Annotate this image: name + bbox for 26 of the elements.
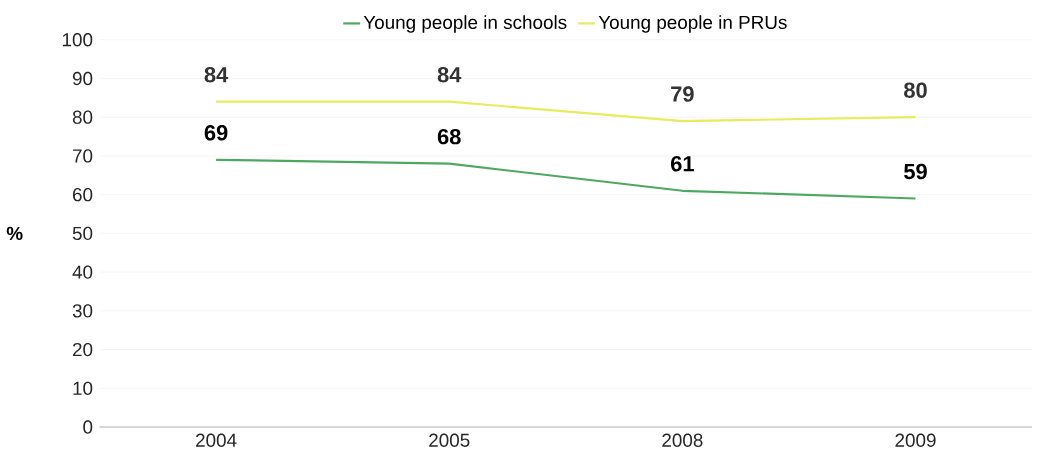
data-label: 84: [437, 67, 462, 83]
y-tick-label: 100: [62, 33, 93, 47]
data-label: 79: [671, 86, 694, 102]
data-label: 59: [904, 163, 927, 180]
x-tick-label: 2009: [895, 433, 936, 448]
data-label: 61: [671, 156, 694, 172]
y-tick-label: 40: [72, 265, 93, 279]
y-tick-label: 90: [72, 71, 93, 86]
y-axis-title: %: [6, 226, 23, 241]
x-tick-label: 2005: [429, 433, 470, 448]
y-tick-label: 20: [72, 343, 93, 357]
x-tick-label: 2008: [662, 433, 703, 448]
y-tick-label: 10: [73, 381, 93, 396]
legend-label: Young people in schools: [363, 15, 567, 33]
y-tick-label: 50: [72, 226, 93, 241]
y-tick-label: 70: [73, 149, 93, 163]
legend-label: Young people in PRUs: [598, 15, 787, 33]
y-tick-label: 60: [72, 188, 93, 202]
y-tick-label: 0: [83, 420, 93, 434]
y-tick-label: 30: [72, 304, 93, 318]
data-label: 69: [204, 125, 228, 141]
data-label: 68: [437, 129, 461, 145]
y-tick-label: 80: [72, 110, 93, 124]
data-label: 80: [904, 82, 927, 99]
x-tick-label: 2004: [196, 433, 237, 448]
data-label: 84: [204, 67, 229, 83]
